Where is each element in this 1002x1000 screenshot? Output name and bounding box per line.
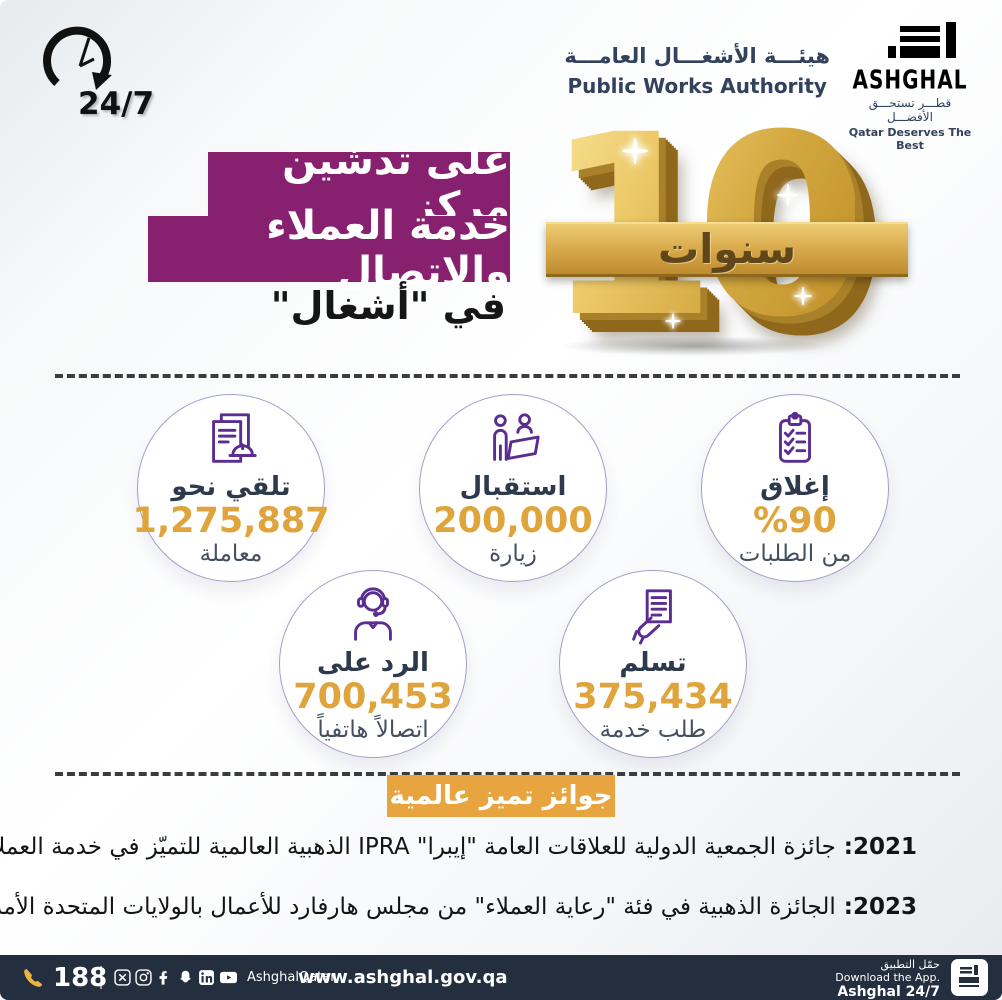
stat-unit: معاملة — [199, 540, 263, 567]
app-download-arabic: حمّل التطبيق — [880, 958, 940, 971]
years-ribbon: سنوات — [546, 222, 908, 277]
social-links: AshghalQatar — [114, 955, 336, 1000]
stat-value: %90 — [753, 501, 837, 542]
stat-unit: من الطلبات — [738, 540, 852, 567]
award-2023: 2023: الجائزة الذهبية في فئة "رعاية العمل… — [0, 894, 917, 920]
stat-label: تلقي نحو — [171, 472, 291, 503]
hero-title-line1: على تدشين مركز — [208, 138, 510, 230]
stat-value: 375,434 — [573, 677, 733, 718]
stat-unit: زيارة — [489, 540, 537, 567]
hero-title-line3: في "أشغال" — [270, 284, 506, 328]
sparkle-icon — [622, 138, 648, 164]
stat-label: تسلم — [619, 648, 687, 679]
stat-unit: طلب خدمة — [599, 716, 707, 743]
app-download: حمّل التطبيق Download the App. Ashghal 2… — [835, 958, 940, 1000]
award-2021: 2021: جائزة الجمعية الدولية للعلاقات العا… — [0, 834, 917, 860]
authority-title-arabic: هيئـــة الأشغـــال العامـــة — [564, 44, 830, 68]
ashghal-logo-wordmark: ASHGHAL — [852, 64, 968, 96]
facebook-icon[interactable] — [156, 969, 173, 986]
awards-banner-label: جوائز تميز عالمية — [389, 781, 613, 811]
sparkle-icon — [776, 183, 800, 207]
dashed-separator-bottom — [55, 772, 960, 776]
number-ground-shadow — [560, 336, 830, 356]
footer-divider — [100, 966, 102, 989]
stat-circle-closure: إغلاق %90 من الطلبات — [701, 394, 889, 582]
stat-label: استقبال — [459, 472, 567, 503]
hero-title-line2-text: خدمة العملاء والاتصال — [266, 203, 510, 295]
years-ribbon-label: سنوات — [658, 225, 797, 273]
reception-desk-icon — [493, 413, 540, 461]
award-text: جائزة الجمعية الدولية للعلاقات العامة "إ… — [0, 834, 836, 860]
social-handle[interactable]: AshghalQatar — [247, 970, 336, 985]
hotline: 188 — [22, 955, 107, 1000]
awards-banner: جوائز تميز عالمية — [387, 775, 615, 817]
ashghal-logo-mark-icon — [888, 22, 956, 58]
sparkle-icon — [665, 313, 681, 329]
logo-tagline-english: Qatar Deserves The Best — [848, 126, 972, 152]
award-year: 2021: — [843, 834, 917, 860]
stat-circle-visits: استقبال 200,000 زيارة — [419, 394, 607, 582]
dashed-separator-top — [55, 374, 960, 378]
app-download-english: Download the App. — [835, 971, 940, 985]
ashghal-logo: ASHGHAL قطـــر تستحـــق الأفضـــل Qatar … — [846, 22, 974, 152]
hero-title-line2: خدمة العملاء والاتصال — [148, 203, 510, 295]
phone-icon — [24, 968, 43, 987]
checklist-icon — [779, 412, 811, 463]
authority-title: هيئـــة الأشغـــال العامـــة Public Work… — [564, 44, 830, 98]
footer-bar: 188 AshghalQatar www.ashghal.gov — [0, 955, 1002, 1000]
stat-circle-transactions: تلقي نحو 1,275,887 معاملة — [132, 394, 330, 582]
authority-title-english: Public Works Authority — [567, 74, 827, 98]
stat-value: 1,275,887 — [132, 501, 330, 542]
award-text: الجائزة الذهبية في فئة "رعاية العملاء" م… — [0, 894, 836, 920]
x-icon[interactable] — [114, 969, 131, 986]
youtube-icon[interactable] — [219, 969, 238, 986]
stat-unit: اتصالاً هاتفياً — [317, 716, 429, 743]
badge-24-7: 24/7 — [38, 22, 158, 122]
stat-circle-service-requests: تسلم 375,434 طلب خدمة — [559, 570, 747, 758]
stat-label: الرد على — [317, 648, 429, 679]
app-store-icon[interactable] — [951, 959, 988, 996]
clock-24-7-icon — [43, 26, 112, 90]
app-name: Ashghal 24/7 — [837, 984, 940, 1000]
call-agent-icon — [354, 587, 392, 641]
stat-value: 200,000 — [433, 501, 593, 542]
award-year: 2023: — [843, 894, 917, 920]
stat-circle-calls: الرد على 700,453 اتصالاً هاتفياً — [279, 570, 467, 758]
sparkle-icon — [793, 286, 813, 306]
app-logo-icon — [959, 965, 979, 987]
documents-hardhat-icon — [212, 413, 257, 463]
website-url[interactable]: www.ashghal.gov.qa — [298, 967, 508, 988]
instagram-icon[interactable] — [135, 969, 152, 986]
snapchat-icon[interactable] — [177, 969, 194, 986]
stat-value: 700,453 — [293, 677, 453, 718]
linkedin-icon[interactable] — [198, 969, 215, 986]
logo-tagline-arabic: قطـــر تستحـــق الأفضـــل — [868, 96, 952, 124]
badge-24-7-label: 24/7 — [78, 86, 155, 122]
hand-document-icon — [632, 589, 672, 645]
stat-label: إغلاق — [760, 472, 830, 503]
hotline-number[interactable]: 188 — [53, 962, 108, 993]
